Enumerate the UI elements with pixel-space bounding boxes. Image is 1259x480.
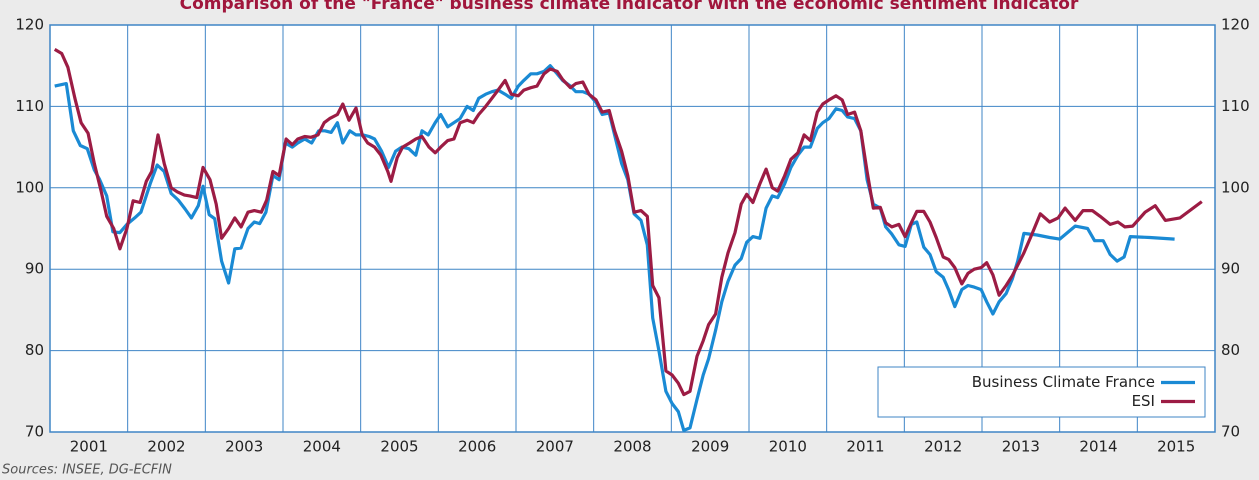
x-tick-label: 2009 [691,438,729,456]
x-tick-label: 2012 [924,438,962,456]
x-tick-label: 2002 [147,438,185,456]
x-tick-label: 2006 [458,438,496,456]
y2-tick-label: 70 [1221,423,1240,441]
y-tick-label: 90 [25,260,44,278]
y2-tick-label: 120 [1221,16,1250,34]
x-tick-label: 2011 [846,438,884,456]
x-tick-label: 2007 [536,438,574,456]
x-tick-label: 2004 [303,438,341,456]
x-tick-label: 2010 [769,438,807,456]
legend-label: Business Climate France [972,373,1155,391]
y-tick-label: 120 [15,16,44,34]
x-tick-label: 2013 [1002,438,1040,456]
legend-box [877,366,1206,418]
y2-tick-label: 90 [1221,260,1240,278]
source-note: Sources: INSEE, DG-ECFIN [2,463,172,478]
legend-label: ESI [1132,392,1155,410]
x-tick-label: 2005 [380,438,418,456]
y-tick-label: 70 [25,423,44,441]
x-tick-label: 2015 [1157,438,1195,456]
y2-tick-label: 100 [1221,178,1250,196]
x-tick-label: 2014 [1079,438,1117,456]
y-tick-label: 100 [15,178,44,196]
x-tick-label: 2008 [613,438,651,456]
y-tick-label: 110 [15,97,44,115]
y-tick-label: 80 [25,341,44,359]
plot-area [50,25,1215,432]
y2-tick-label: 110 [1221,97,1250,115]
series-line [53,48,1203,397]
chart-title: Comparison of the "France" business clim… [180,0,1079,14]
y2-tick-label: 80 [1221,341,1240,359]
x-tick-label: 2003 [225,438,263,456]
plot-frame [49,24,1216,433]
x-tick-label: 2001 [70,438,108,456]
